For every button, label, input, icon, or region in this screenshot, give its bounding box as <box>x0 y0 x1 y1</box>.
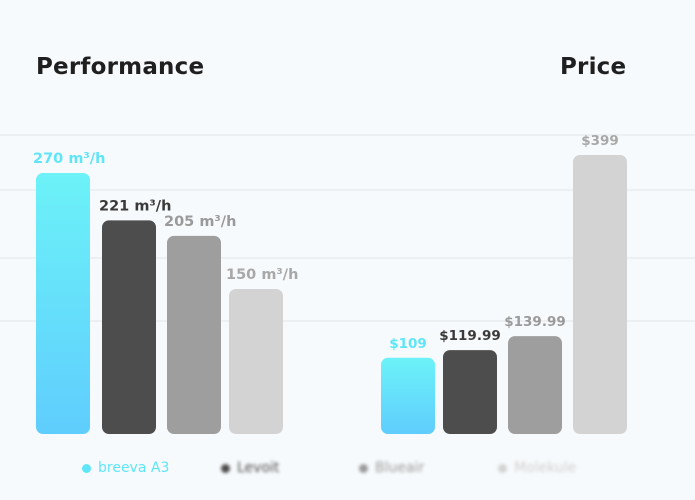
price-data-label: $109 <box>389 336 427 352</box>
legend-dot-blueair <box>359 463 368 473</box>
performance-data-label: 270 m³/h <box>33 151 105 167</box>
performance-bar-levoit <box>102 220 156 434</box>
price-data-label: $139.99 <box>504 314 566 330</box>
price-bar-molekule <box>573 155 627 434</box>
legend-item-blueair: Blueair <box>359 458 424 478</box>
bars <box>36 155 627 434</box>
performance-bar-breeva-a3 <box>36 173 90 434</box>
legend-label-levoit: Levoit <box>237 460 280 476</box>
performance-title: Performance <box>36 54 205 80</box>
performance-bar-molekule <box>229 289 283 434</box>
legend-item-levoit: Levoit <box>221 458 279 478</box>
performance-data-label: 150 m³/h <box>226 267 298 283</box>
legend-label-blueair: Blueair <box>375 460 425 476</box>
price-data-label: $119.99 <box>439 328 501 344</box>
price-bar-levoit <box>443 350 497 434</box>
legend: breeva A3 Levoit Blueair Molekule <box>0 458 695 478</box>
legend-item-molekule: Molekule <box>498 458 576 478</box>
price-bar-blueair <box>508 336 562 434</box>
price-title: Price <box>560 54 627 80</box>
performance-data-label: 221 m³/h <box>99 198 171 214</box>
legend-label-breeva: breeva A3 <box>98 460 170 476</box>
legend-dot-molekule <box>498 463 507 473</box>
price-bar-breeva-a3 <box>381 357 435 434</box>
performance-data-label: 205 m³/h <box>164 214 236 230</box>
price-data-label: $399 <box>581 133 619 149</box>
legend-dot-breeva <box>82 463 91 473</box>
legend-item-breeva: breeva A3 <box>82 458 169 478</box>
performance-bar-blueair <box>167 235 221 434</box>
legend-label-molekule: Molekule <box>514 460 577 476</box>
legend-dot-levoit <box>221 463 230 473</box>
